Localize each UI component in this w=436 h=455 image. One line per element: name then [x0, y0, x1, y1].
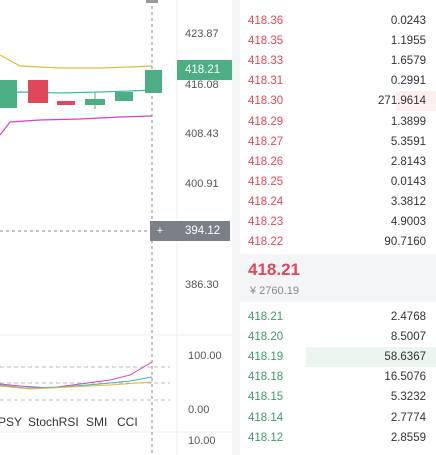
ask-price: 418.25 [248, 175, 284, 188]
crosshair-handle [146, 0, 158, 3]
crosshair-tag [150, 221, 230, 241]
ask-row[interactable]: 418.33 1.6579 [240, 51, 436, 71]
ask-amount: 1.1955 [390, 35, 426, 48]
ask-price: 418.31 [248, 75, 284, 88]
candle [28, 80, 48, 103]
bid-price: 418.14 [248, 411, 284, 424]
indicator-line [0, 381, 153, 390]
ask-row[interactable]: 418.26 2.8143 [240, 152, 436, 172]
ask-row[interactable]: 418.30 271.9614 [240, 91, 436, 111]
price-axis-label: 400.91 [185, 178, 219, 190]
ask-row[interactable]: 418.35 1.1955 [240, 31, 436, 51]
crosshair-plus: + [157, 225, 163, 237]
indicator-tab[interactable]: StochRSI [28, 415, 79, 429]
ask-amount: 90.7160 [384, 236, 426, 249]
bid-amount: 2.8559 [390, 431, 426, 444]
ask-row[interactable]: 418.27 5.3591 [240, 132, 436, 152]
price-axis-label: 408.43 [185, 128, 219, 140]
bid-price: 418.19 [248, 351, 284, 364]
candle [0, 80, 17, 108]
kline-chart: + 394.12 418.21 423.87 416.08 408.43 400… [0, 0, 240, 455]
indicator-axis-label: 10.00 [188, 435, 216, 447]
last-price-tag [177, 60, 232, 80]
bid-amount: 2.4768 [390, 311, 426, 323]
bid-amount: 5.3232 [390, 391, 426, 404]
ask-price: 418.27 [248, 135, 284, 148]
indicator-tab[interactable]: CCI [117, 415, 138, 429]
ask-row[interactable]: 418.23 4.9003 [240, 212, 436, 232]
bid-row[interactable]: 418.18 16.5076 [240, 367, 436, 387]
ask-row[interactable]: 418.29 1.3899 [240, 112, 436, 132]
ask-amount: 1.3899 [390, 115, 426, 128]
depth-bar [396, 91, 436, 111]
bid-row[interactable]: 418.14 2.7774 [240, 408, 436, 428]
ask-amount: 0.2991 [390, 75, 426, 88]
ask-row[interactable]: 418.31 0.2991 [240, 71, 436, 91]
bid-amount: 58.6367 [384, 351, 426, 364]
depth-bar [306, 347, 436, 367]
ask-row[interactable]: 418.22 90.7160 [240, 232, 436, 252]
bid-row[interactable]: 418.20 8.5007 [240, 327, 436, 347]
indicator-axis-label: 100.00 [188, 350, 222, 362]
bid-price: 418.15 [248, 391, 284, 404]
candle [115, 92, 133, 101]
bid-row[interactable]: 418.19 58.6367 [240, 347, 436, 367]
bid-amount: 8.5007 [390, 331, 426, 344]
ask-price: 418.33 [248, 55, 284, 68]
ask-amount: 271.9614 [378, 95, 426, 108]
bid-amount: 16.5076 [384, 371, 426, 384]
ask-amount: 2.8143 [390, 155, 426, 168]
ask-price: 418.22 [248, 236, 284, 249]
crosshair-price: 394.12 [185, 225, 220, 237]
indicator-line [0, 376, 153, 389]
indicator-axis-label: 0.00 [188, 404, 209, 416]
indicator-tab[interactable]: PSY [0, 415, 22, 429]
candle [145, 70, 162, 93]
last-price-panel: 418.21 ¥ 2760.19 [240, 254, 436, 302]
ask-amount: 3.3812 [390, 195, 426, 208]
last-price: 418.21 [248, 260, 300, 279]
ask-price: 418.24 [248, 195, 284, 208]
bid-price: 418.18 [248, 371, 284, 384]
ask-price: 418.23 [248, 216, 284, 228]
bid-row[interactable]: 418.12 2.8559 [240, 428, 436, 448]
ask-row[interactable]: 418.25 0.0143 [240, 172, 436, 192]
splitter [232, 0, 240, 455]
bid-price: 418.12 [248, 431, 284, 444]
ask-row[interactable]: 418.24 3.3812 [240, 192, 436, 212]
ask-amount: 0.0143 [390, 175, 426, 188]
ask-price: 418.26 [248, 155, 284, 168]
price-axis-label: 416.08 [185, 79, 219, 91]
bid-row[interactable]: 418.21 2.4768 [240, 307, 436, 327]
indicator-tab[interactable]: SMI [86, 415, 107, 429]
ask-price: 418.29 [248, 115, 284, 128]
ask-amount: 1.6579 [390, 55, 426, 68]
bid-price: 418.20 [248, 331, 284, 344]
ask-amount: 5.3591 [390, 135, 426, 148]
ask-price: 418.36 [248, 15, 284, 27]
price-axis-label: 423.87 [185, 28, 219, 40]
ask-price: 418.35 [248, 35, 284, 48]
bid-price: 418.21 [248, 311, 284, 323]
bid-amount: 2.7774 [390, 411, 426, 424]
ask-amount: 4.9003 [390, 216, 426, 228]
ask-price: 418.30 [248, 95, 284, 108]
ma-line [0, 54, 153, 69]
ask-amount: 0.0243 [390, 15, 426, 27]
ma-line [0, 115, 153, 136]
price-axis-label: 386.30 [185, 279, 219, 291]
last-price-cny: ¥ 2760.19 [250, 285, 299, 297]
bid-row[interactable]: 418.15 5.3232 [240, 387, 436, 407]
ask-row[interactable]: 418.36 0.0243 [240, 11, 436, 31]
candle [57, 101, 75, 105]
last-price-tag-text: 418.21 [185, 64, 220, 76]
indicator-line [0, 361, 153, 389]
